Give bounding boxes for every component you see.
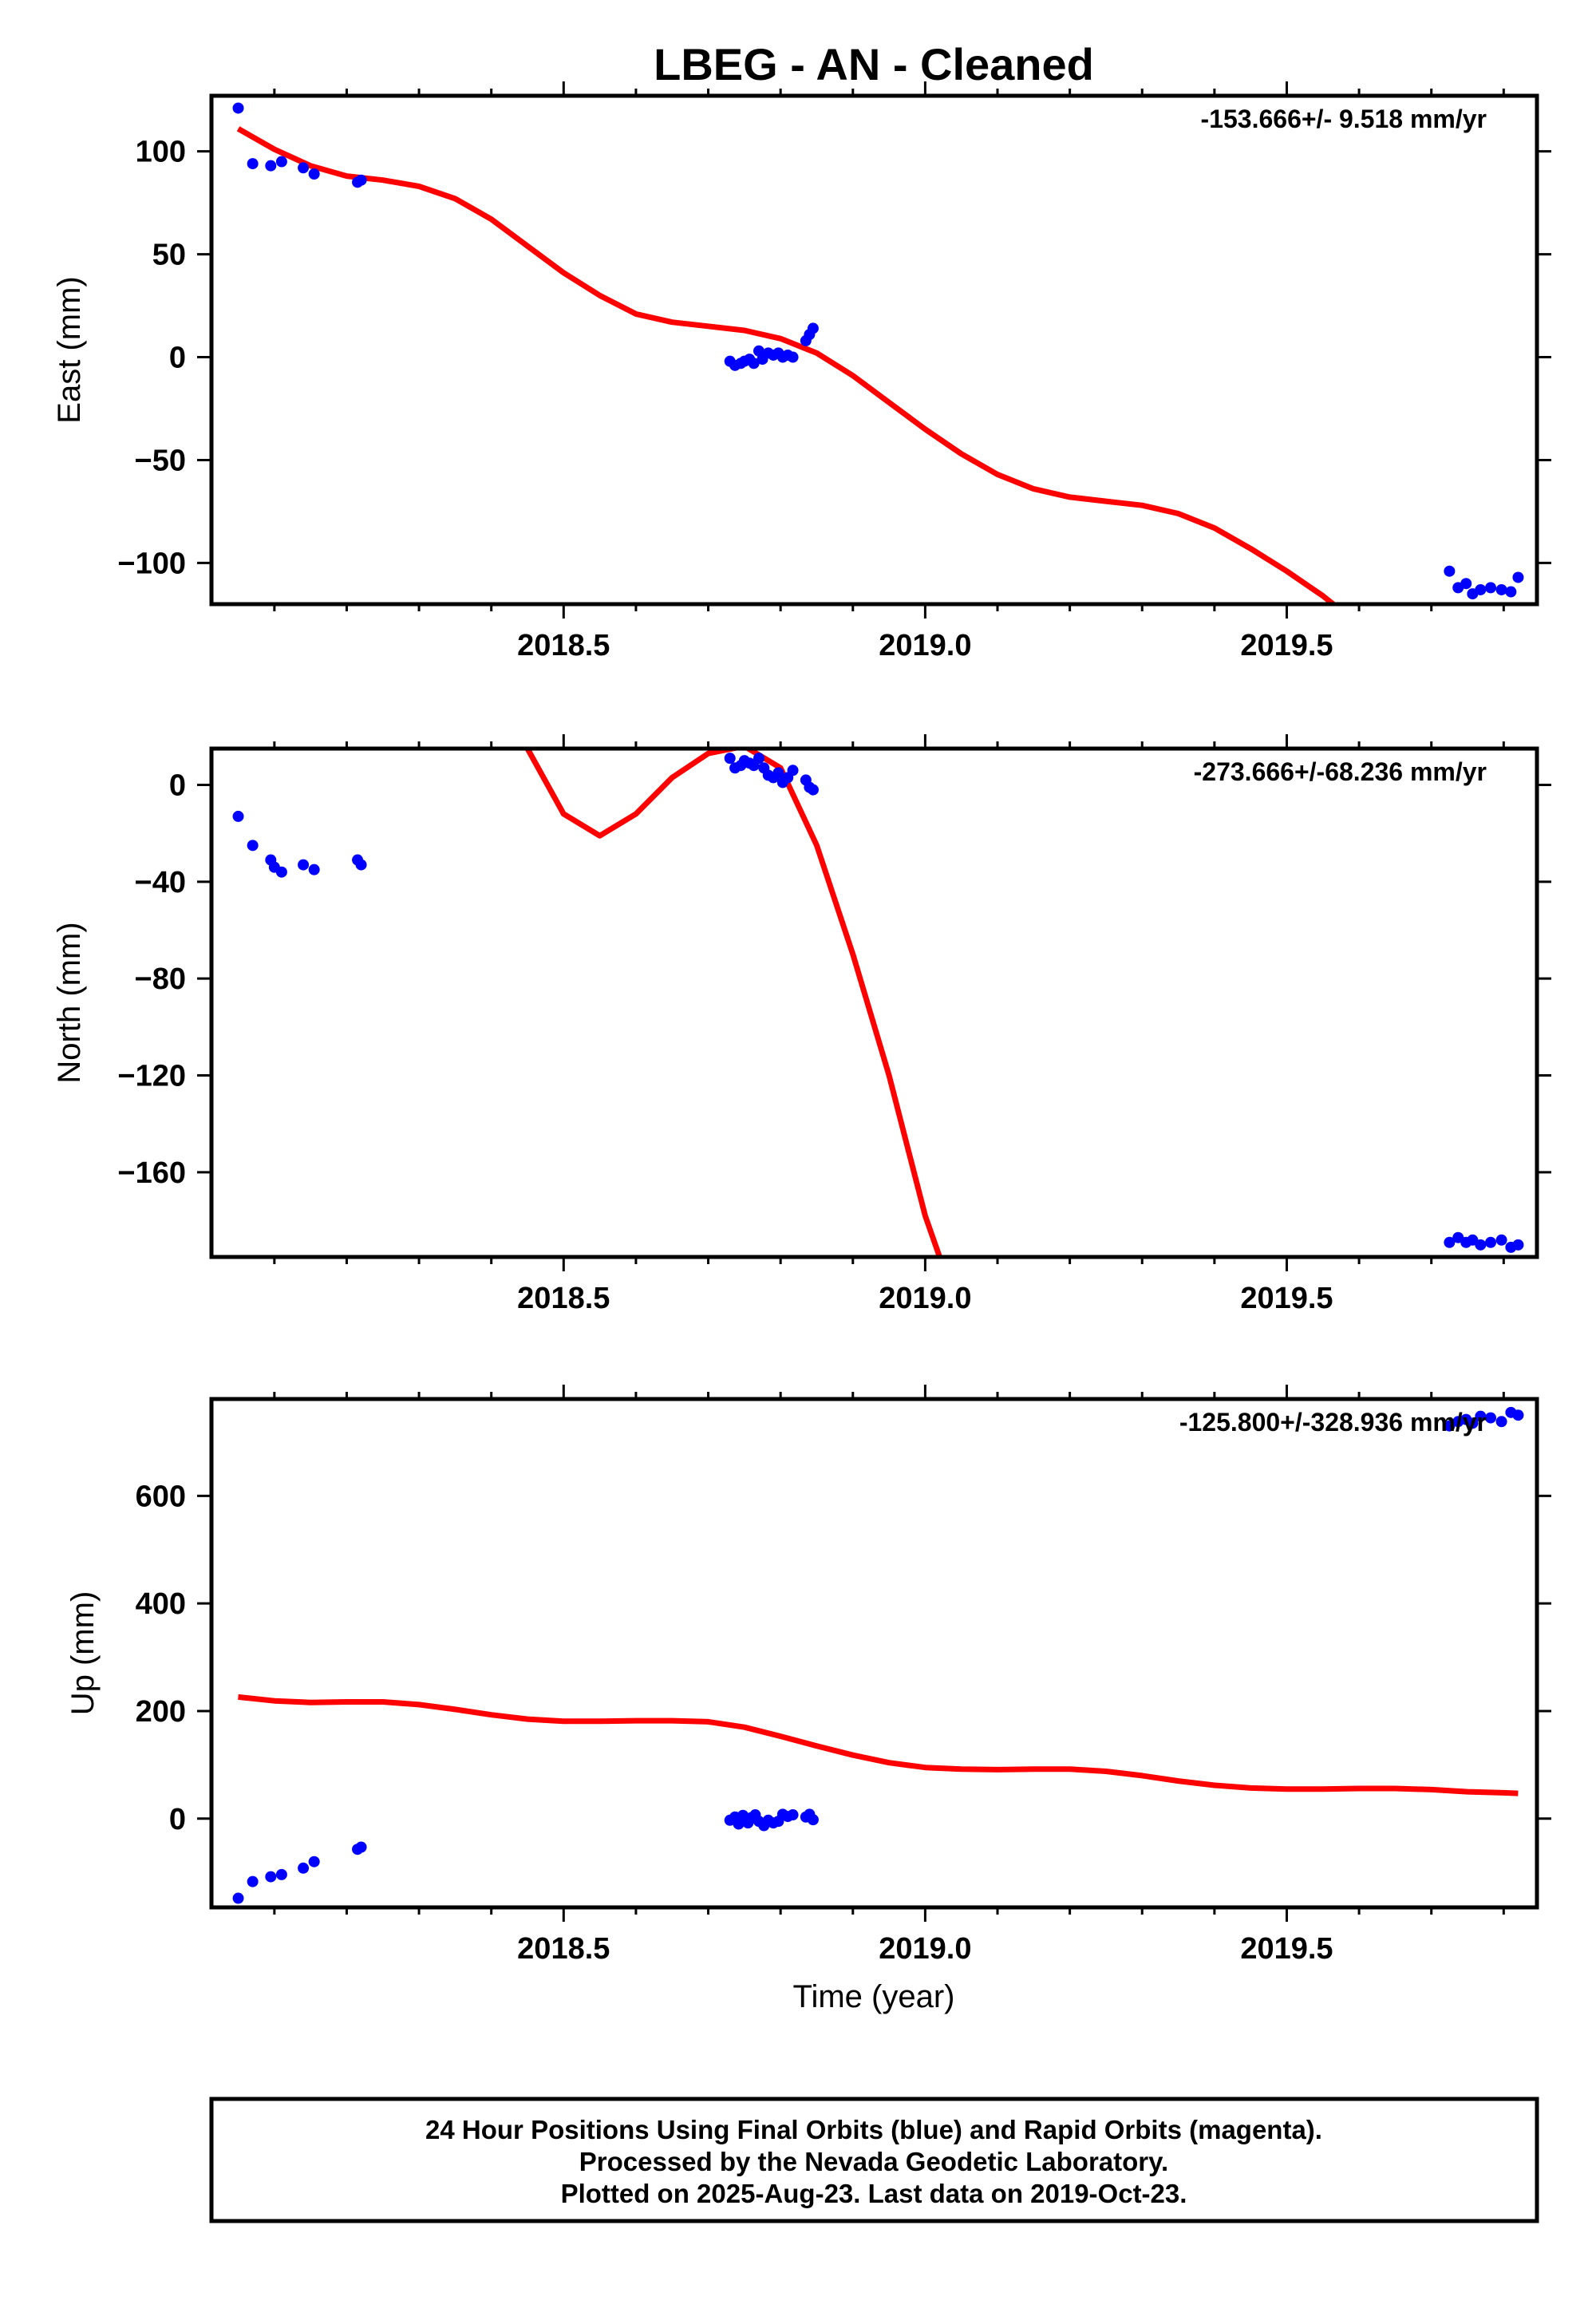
east-rate-annotation: -153.666+/- 9.518 mm/yr	[1201, 105, 1487, 133]
up-data-point	[265, 1871, 277, 1883]
east-data-point	[308, 168, 320, 180]
east-y-tick-label: 50	[152, 239, 186, 272]
east-data-point	[1444, 565, 1456, 577]
north-data-point	[724, 753, 736, 765]
east-panel: 2018.5 2019.0 2019.5 100 50 0 −50 −100 East (mm)…	[52, 81, 1551, 662]
up-panel: 2018.5 2019.0 2019.5 600 400 200 0 Up (mm) -125.…	[65, 1385, 1551, 1966]
east-data-point	[1505, 586, 1517, 598]
east-y-tick-label: 0	[169, 342, 186, 375]
east-data-point	[275, 156, 287, 168]
east-x-tick-label: 2019.5	[1240, 629, 1333, 662]
east-data-point	[787, 351, 799, 363]
east-data-point	[1512, 571, 1524, 583]
east-data-point	[1495, 583, 1507, 595]
east-y-tick-label: −50	[135, 444, 186, 477]
up-data-point	[275, 1868, 287, 1880]
x-axis-label: Time (year)	[793, 1979, 955, 2014]
up-data-point	[298, 1862, 310, 1874]
up-data-point	[308, 1856, 320, 1867]
up-y-tick-label: 200	[136, 1695, 186, 1729]
north-y-tick-label: −80	[135, 962, 186, 996]
north-y-tick-label: −160	[117, 1156, 186, 1190]
up-frame	[209, 1397, 1539, 1910]
up-x-tick-label: 2019.0	[879, 1932, 971, 1966]
up-data-point	[355, 1841, 367, 1853]
up-x-tick-label: 2018.5	[517, 1932, 610, 1966]
east-data-point	[1460, 578, 1472, 590]
north-x-tick-label: 2019.5	[1240, 1282, 1333, 1315]
up-data-point	[1467, 1417, 1479, 1429]
up-y-tick-label: 400	[136, 1587, 186, 1621]
north-data-point	[232, 810, 244, 822]
up-data-point	[787, 1809, 799, 1821]
footer-box	[209, 2097, 1539, 2223]
up-rate-annotation: -125.800+/-328.936 mm/yr	[1179, 1408, 1487, 1437]
north-data-point	[355, 859, 367, 871]
north-data-point	[753, 753, 764, 765]
east-y-axis-label: East (mm)	[52, 276, 87, 423]
figure-title: LBEG - AN - Cleaned	[654, 39, 1094, 89]
up-y-tick-label: 0	[169, 1803, 186, 1836]
east-model-curve	[236, 126, 1338, 604]
up-data-point	[1512, 1409, 1524, 1421]
east-data-point	[748, 358, 760, 370]
up-data-point	[232, 1892, 244, 1904]
north-y-tick-label: −120	[117, 1060, 186, 1093]
north-y-tick-label: 0	[169, 769, 186, 803]
north-panel: 2018.5 2019.0 2019.5 0 −40 −80 −120 −160 North (…	[52, 734, 1551, 1315]
north-data-point	[298, 859, 310, 871]
east-data-point	[247, 158, 259, 170]
up-data-point	[733, 1818, 745, 1830]
east-data-point	[232, 102, 244, 114]
north-data-point	[807, 784, 819, 796]
north-data-point	[308, 864, 320, 875]
up-data-point	[1495, 1416, 1507, 1428]
up-data-point	[1485, 1412, 1497, 1424]
up-data-point	[1444, 1420, 1456, 1432]
north-data-point	[787, 765, 799, 777]
north-model-curve	[524, 749, 942, 1257]
north-rate-annotation: -273.666+/-68.236 mm/yr	[1194, 757, 1487, 786]
up-y-tick-label: 600	[136, 1480, 186, 1513]
up-data-point	[807, 1814, 819, 1826]
up-data-point	[247, 1875, 259, 1887]
footer-line-3: Plotted on 2025-Aug-23. Last data on 201…	[561, 2179, 1187, 2208]
footer-line-2: Processed by the Nevada Geodetic Laborat…	[579, 2147, 1168, 2176]
up-x-tick-label: 2019.5	[1240, 1932, 1333, 1966]
east-data-point	[355, 174, 367, 186]
footer-line-1: 24 Hour Positions Using Final Orbits (bl…	[425, 2115, 1322, 2144]
north-y-tick-label: −40	[135, 866, 186, 899]
north-y-axis-label: North (mm)	[52, 922, 87, 1083]
north-data-point	[275, 866, 287, 878]
north-data-point	[1485, 1236, 1497, 1248]
east-data-point	[298, 162, 310, 174]
north-data-point	[1512, 1239, 1524, 1251]
north-data-point	[772, 767, 784, 779]
east-data-point	[1485, 582, 1497, 594]
north-x-tick-label: 2018.5	[517, 1282, 610, 1315]
east-data-point	[807, 322, 819, 334]
north-data-point	[1475, 1239, 1487, 1251]
north-data-point	[247, 840, 259, 852]
up-y-axis-label: Up (mm)	[65, 1591, 101, 1716]
east-x-tick-label: 2019.0	[879, 629, 971, 662]
east-y-tick-label: −100	[117, 547, 186, 580]
east-frame	[209, 93, 1539, 607]
east-y-tick-label: 100	[136, 136, 186, 169]
up-model-curve	[238, 1694, 1519, 1796]
up-data-point	[1475, 1410, 1487, 1422]
north-data-point	[1444, 1236, 1456, 1248]
east-data-point	[1475, 583, 1487, 595]
north-x-tick-label: 2019.0	[879, 1282, 971, 1315]
north-data-point	[1495, 1234, 1507, 1246]
north-frame	[209, 746, 1539, 1259]
east-x-tick-label: 2018.5	[517, 629, 610, 662]
east-data-point	[265, 160, 277, 172]
